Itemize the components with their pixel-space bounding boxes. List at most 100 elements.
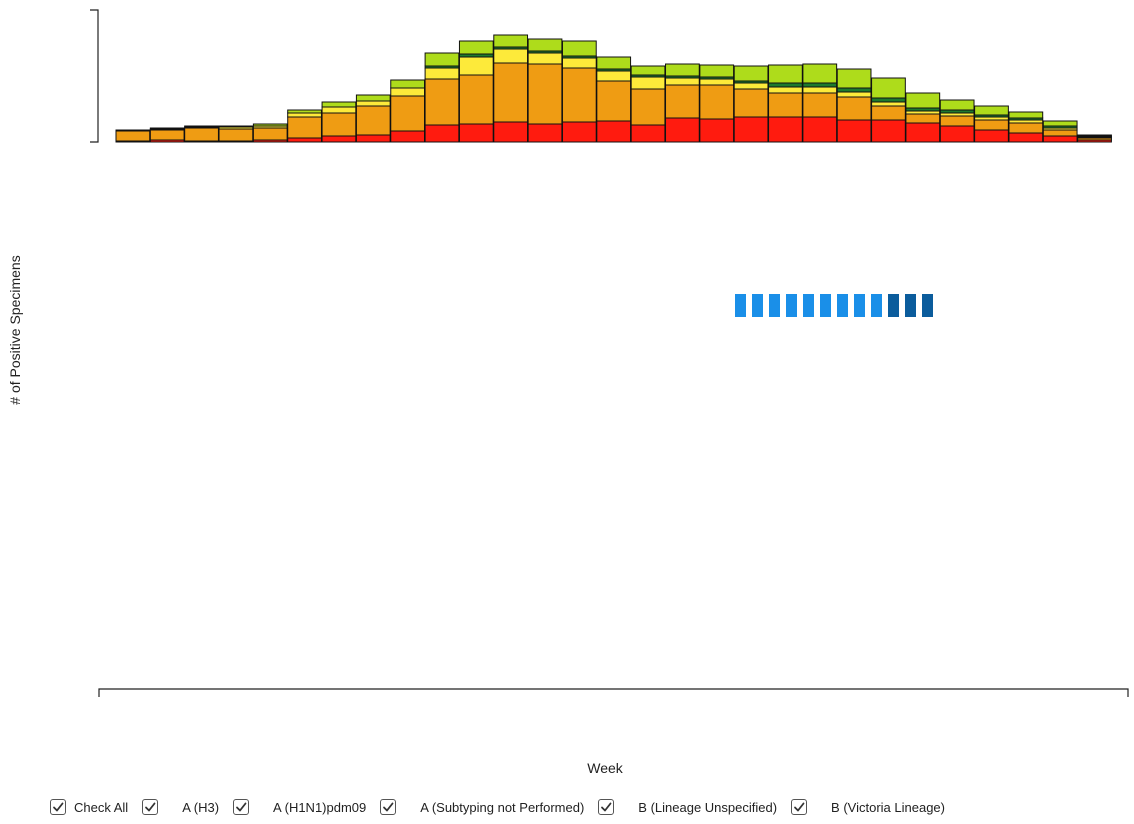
bar-segment-week-20-series-1[interactable] bbox=[768, 116, 803, 143]
bar-segment-week-22-series-3[interactable] bbox=[836, 91, 872, 98]
bar-segment-week-14-series-2[interactable] bbox=[561, 67, 597, 123]
bar-segment-week-28-series-1[interactable] bbox=[1042, 135, 1078, 143]
bar-segment-week-5-series-2[interactable] bbox=[252, 127, 288, 141]
checkbox-a-h1n1pdm09[interactable] bbox=[233, 799, 250, 815]
bar-segment-week-17-series-2[interactable] bbox=[665, 84, 700, 119]
legend-item-b-lineage-unspecified[interactable]: B (Lineage Unspecified) bbox=[598, 799, 777, 815]
bar-segment-week-25-series-2[interactable] bbox=[939, 115, 975, 127]
bar-segment-week-23-series-1[interactable] bbox=[871, 119, 906, 143]
bar-segment-week-20-series-2[interactable] bbox=[768, 92, 803, 118]
bar-segment-week-28-series-5[interactable] bbox=[1042, 120, 1078, 127]
bar-segment-week-3-series-2[interactable] bbox=[184, 127, 219, 142]
bar-segment-week-6-series-5[interactable] bbox=[287, 109, 322, 114]
bar-segment-week-13-series-5[interactable] bbox=[527, 38, 563, 52]
bar-segment-week-1-series-3[interactable] bbox=[115, 129, 151, 132]
bar-segment-week-10-series-2[interactable] bbox=[424, 78, 460, 126]
bar-segment-week-20-series-4[interactable] bbox=[768, 82, 803, 88]
bar-segment-week-4-series-5[interactable] bbox=[218, 125, 254, 128]
bar-segment-week-17-series-5[interactable] bbox=[665, 63, 700, 77]
bar-segment-week-13-series-1[interactable] bbox=[527, 123, 563, 143]
legend-item-a-h1n1pdm09[interactable]: A (H1N1)pdm09 bbox=[233, 799, 366, 815]
bar-segment-week-25-series-1[interactable] bbox=[939, 125, 975, 143]
bar-segment-week-12-series-5[interactable] bbox=[493, 34, 529, 48]
legend-item-check-all[interactable]: Check All bbox=[50, 799, 128, 815]
bar-segment-week-19-series-5[interactable] bbox=[733, 65, 769, 82]
checkbox-a-subtyping-not-performed[interactable] bbox=[380, 799, 397, 815]
checkbox-b-lineage-unspecified[interactable] bbox=[598, 799, 615, 815]
bar-segment-week-22-series-4[interactable] bbox=[836, 87, 872, 93]
bar-segment-week-21-series-1[interactable] bbox=[802, 116, 838, 143]
bar-segment-week-12-series-2[interactable] bbox=[493, 62, 529, 123]
bar-segment-week-28-series-2[interactable] bbox=[1042, 129, 1078, 137]
bar-segment-week-11-series-5[interactable] bbox=[458, 40, 494, 55]
bar-segment-week-10-series-3[interactable] bbox=[424, 67, 460, 80]
bar-segment-week-25-series-5[interactable] bbox=[939, 99, 975, 111]
bar-segment-week-16-series-5[interactable] bbox=[630, 65, 666, 76]
bar-segment-week-23-series-5[interactable] bbox=[871, 77, 906, 99]
bar-segment-week-14-series-3[interactable] bbox=[561, 57, 597, 69]
bar-segment-week-22-series-5[interactable] bbox=[836, 68, 872, 89]
checkbox-b-victoria-lineage[interactable] bbox=[791, 799, 808, 815]
bar-segment-week-9-series-3[interactable] bbox=[390, 87, 426, 97]
bar-segment-week-23-series-3[interactable] bbox=[871, 101, 906, 107]
bar-segment-week-17-series-1[interactable] bbox=[665, 117, 700, 143]
bar-segment-week-7-series-5[interactable] bbox=[321, 101, 357, 108]
bar-segment-week-18-series-3[interactable] bbox=[699, 78, 735, 86]
legend-item-a-h3[interactable]: A (H3) bbox=[142, 799, 219, 815]
bar-segment-week-26-series-2[interactable] bbox=[974, 119, 1009, 131]
bar-segment-week-16-series-1[interactable] bbox=[630, 124, 666, 143]
bar-segment-week-18-series-2[interactable] bbox=[699, 84, 735, 120]
bar-segment-week-10-series-1[interactable] bbox=[424, 124, 460, 143]
bar-segment-week-17-series-3[interactable] bbox=[665, 77, 700, 86]
bar-segment-week-27-series-5[interactable] bbox=[1008, 111, 1044, 119]
bar-segment-week-24-series-1[interactable] bbox=[905, 122, 941, 143]
bar-segment-week-8-series-2[interactable] bbox=[355, 105, 391, 136]
bar-segment-week-20-series-3[interactable] bbox=[768, 86, 803, 94]
bar-segment-week-2-series-5[interactable] bbox=[149, 127, 185, 130]
checkbox-check-all[interactable] bbox=[50, 799, 66, 815]
bar-segment-week-5-series-5[interactable] bbox=[252, 123, 288, 127]
bar-segment-week-6-series-1[interactable] bbox=[287, 137, 322, 143]
legend-item-a-subtyping-not-performed[interactable]: A (Subtyping not Performed) bbox=[380, 799, 584, 815]
bar-segment-week-13-series-3[interactable] bbox=[527, 52, 563, 65]
bar-segment-week-1-series-2[interactable] bbox=[115, 130, 151, 142]
bar-segment-week-8-series-5[interactable] bbox=[355, 94, 391, 102]
bar-segment-week-6-series-2[interactable] bbox=[287, 116, 322, 139]
bar-segment-week-11-series-3[interactable] bbox=[458, 56, 494, 76]
bar-segment-week-19-series-1[interactable] bbox=[733, 116, 769, 143]
bar-segment-week-19-series-2[interactable] bbox=[733, 88, 769, 118]
legend-item-b-victoria-lineage[interactable]: B (Victoria Lineage) bbox=[791, 799, 945, 815]
bar-segment-week-7-series-1[interactable] bbox=[321, 135, 357, 143]
bar-segment-week-14-series-5[interactable] bbox=[561, 40, 597, 57]
bar-segment-week-15-series-2[interactable] bbox=[596, 80, 632, 122]
bar-segment-week-22-series-1[interactable] bbox=[836, 119, 872, 143]
bar-segment-week-8-series-3[interactable] bbox=[355, 100, 391, 107]
bar-segment-week-21-series-2[interactable] bbox=[802, 92, 838, 118]
bar-segment-week-8-series-1[interactable] bbox=[355, 134, 391, 143]
bar-segment-week-19-series-3[interactable] bbox=[733, 82, 769, 90]
bar-segment-week-3-series-5[interactable] bbox=[184, 125, 219, 128]
bar-segment-week-21-series-5[interactable] bbox=[802, 63, 838, 84]
bar-segment-week-15-series-5[interactable] bbox=[596, 56, 632, 70]
bar-segment-week-18-series-5[interactable] bbox=[699, 64, 735, 78]
bar-segment-week-21-series-4[interactable] bbox=[802, 82, 838, 88]
bar-segment-week-16-series-2[interactable] bbox=[630, 88, 666, 126]
bar-segment-week-6-series-3[interactable] bbox=[287, 112, 322, 118]
bar-segment-week-10-series-5[interactable] bbox=[424, 52, 460, 67]
bar-segment-week-7-series-2[interactable] bbox=[321, 112, 357, 137]
checkbox-a-h3[interactable] bbox=[142, 799, 159, 815]
bar-segment-week-26-series-5[interactable] bbox=[974, 105, 1009, 116]
bar-segment-week-9-series-5[interactable] bbox=[390, 79, 426, 89]
bar-segment-week-11-series-1[interactable] bbox=[458, 123, 494, 143]
bar-segment-week-23-series-4[interactable] bbox=[871, 97, 906, 103]
bar-segment-week-24-series-2[interactable] bbox=[905, 113, 941, 124]
bar-segment-week-16-series-3[interactable] bbox=[630, 76, 666, 90]
bar-segment-week-12-series-3[interactable] bbox=[493, 48, 529, 64]
bar-segment-week-27-series-1[interactable] bbox=[1008, 132, 1044, 143]
bar-segment-week-14-series-1[interactable] bbox=[561, 121, 597, 143]
bar-segment-week-26-series-1[interactable] bbox=[974, 129, 1009, 143]
bar-segment-week-9-series-1[interactable] bbox=[390, 130, 426, 143]
bar-segment-week-9-series-2[interactable] bbox=[390, 95, 426, 132]
bar-segment-week-2-series-2[interactable] bbox=[149, 129, 185, 141]
bar-segment-week-21-series-3[interactable] bbox=[802, 86, 838, 94]
